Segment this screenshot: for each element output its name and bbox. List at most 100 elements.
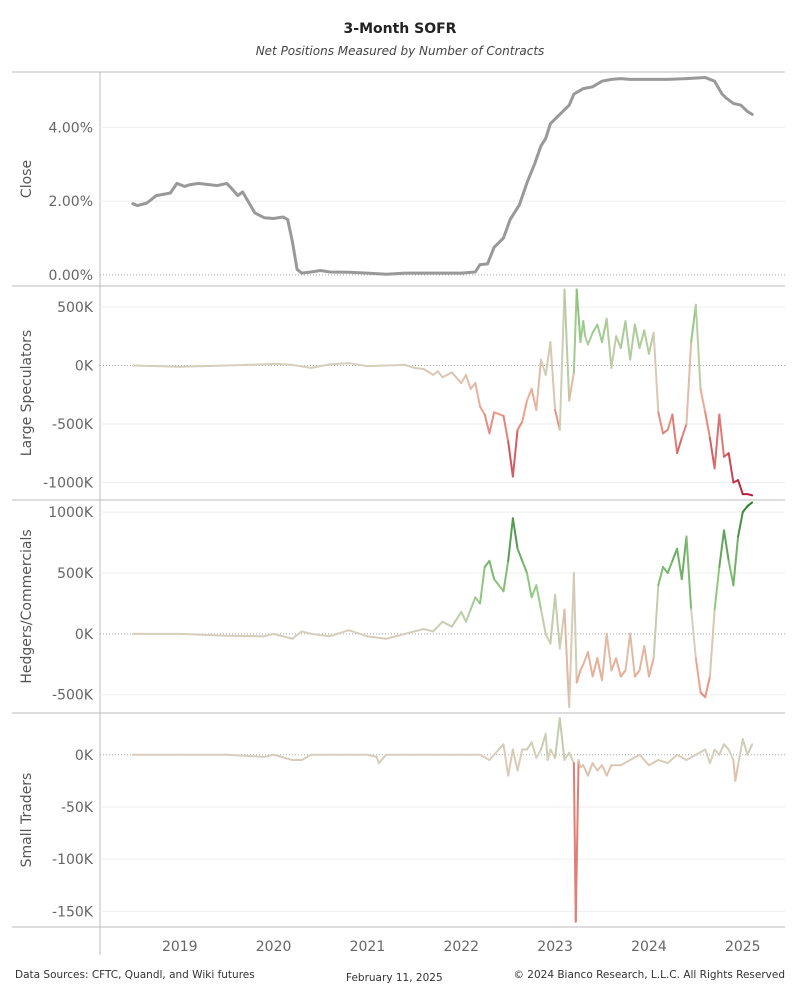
series-segment — [464, 608, 472, 623]
series-segment — [586, 331, 594, 346]
y-tick-label: 0.00% — [49, 268, 93, 284]
series-segment — [178, 632, 228, 637]
series-segment — [676, 547, 683, 581]
series-segment — [502, 743, 510, 777]
y-tick-label: -50K — [61, 800, 94, 816]
series-segment — [450, 610, 463, 628]
series-segment — [586, 651, 594, 678]
y-tick-label: -100K — [52, 852, 94, 868]
series-segment — [493, 411, 505, 417]
series-segment — [366, 635, 388, 640]
series-segment — [347, 362, 369, 368]
series-segment — [727, 748, 735, 761]
series-segment — [647, 758, 660, 767]
series-segment — [605, 764, 613, 777]
x-tick-label: 2024 — [631, 939, 667, 955]
series-segment — [629, 753, 641, 761]
series-segment — [666, 559, 674, 575]
series-segment — [493, 578, 500, 587]
series-segment — [708, 608, 716, 678]
series-segment — [652, 331, 660, 414]
series-segment — [746, 743, 754, 756]
series-segment — [507, 517, 514, 562]
series-segment — [525, 387, 533, 402]
series-segment — [713, 748, 721, 756]
series-segment — [474, 382, 482, 408]
series-segment — [575, 288, 582, 344]
series-segment — [704, 411, 711, 440]
series-segment — [385, 632, 406, 640]
series-segment — [441, 620, 453, 628]
series-segment — [540, 608, 547, 635]
series-segment — [741, 505, 749, 514]
series-segment — [464, 373, 472, 390]
series-segment — [596, 764, 604, 772]
series-segment — [422, 368, 435, 376]
series-segment — [662, 565, 669, 575]
series-segment — [502, 559, 510, 593]
series-segment — [685, 753, 697, 761]
series-segment — [488, 748, 500, 761]
series-segment — [615, 335, 622, 349]
series-segment — [563, 288, 571, 402]
series-segment — [574, 758, 580, 923]
series-segment — [291, 363, 313, 369]
series-segment — [746, 501, 754, 508]
series-segment — [300, 753, 313, 761]
series-segment — [558, 608, 566, 650]
y-tick-label: 500K — [57, 566, 94, 582]
series-segment — [737, 479, 744, 496]
series-segment — [671, 413, 679, 455]
y-axis-title: Small Traders — [19, 773, 35, 868]
series-segment — [530, 741, 538, 759]
series-segment — [605, 317, 613, 369]
series-segment — [546, 748, 552, 761]
series-segment — [647, 657, 655, 678]
y-tick-label: -500K — [52, 417, 94, 433]
series-segment — [591, 762, 599, 772]
series-segment — [629, 632, 636, 678]
series-segment — [483, 559, 491, 568]
series-segment — [666, 413, 674, 431]
series-segment — [263, 362, 275, 366]
x-tick-label: 2019 — [162, 939, 198, 955]
series-segment — [582, 764, 589, 777]
chart-subtitle: Net Positions Measured by Number of Cont… — [255, 44, 545, 58]
series-segment — [713, 413, 721, 470]
series-segment — [601, 764, 608, 777]
series-segment — [652, 584, 660, 660]
series-segment — [615, 657, 622, 678]
series-segment — [718, 413, 726, 458]
series-line-close — [131, 76, 754, 276]
series-segment — [300, 630, 313, 635]
series-segment — [657, 411, 665, 435]
y-tick-label: -150K — [52, 904, 94, 920]
series-segment — [633, 323, 641, 349]
series-segment — [310, 632, 331, 638]
series-segment — [516, 547, 524, 562]
series-segment — [310, 363, 331, 369]
series-segment — [441, 371, 453, 379]
series-segment — [680, 422, 688, 440]
series-segment — [366, 364, 388, 368]
series-segment — [535, 358, 543, 411]
series-segment — [554, 593, 561, 650]
series-segment — [568, 371, 575, 402]
series-segment — [554, 717, 561, 759]
series-segment — [328, 362, 350, 366]
series-segment — [479, 565, 486, 605]
series-segment — [727, 559, 735, 587]
y-axis-title: Large Speculators — [19, 330, 35, 456]
series-segment — [178, 364, 228, 368]
series-segment — [479, 753, 491, 761]
footer-date: February 11, 2025 — [346, 972, 443, 984]
series-segment — [657, 758, 669, 765]
y-tick-label: 500K — [57, 300, 94, 316]
series-segment — [516, 420, 524, 431]
series-segment — [225, 753, 266, 758]
series-segment — [619, 669, 627, 678]
series-segment — [347, 629, 369, 638]
series-segment — [525, 741, 533, 751]
series-segment — [633, 669, 641, 678]
